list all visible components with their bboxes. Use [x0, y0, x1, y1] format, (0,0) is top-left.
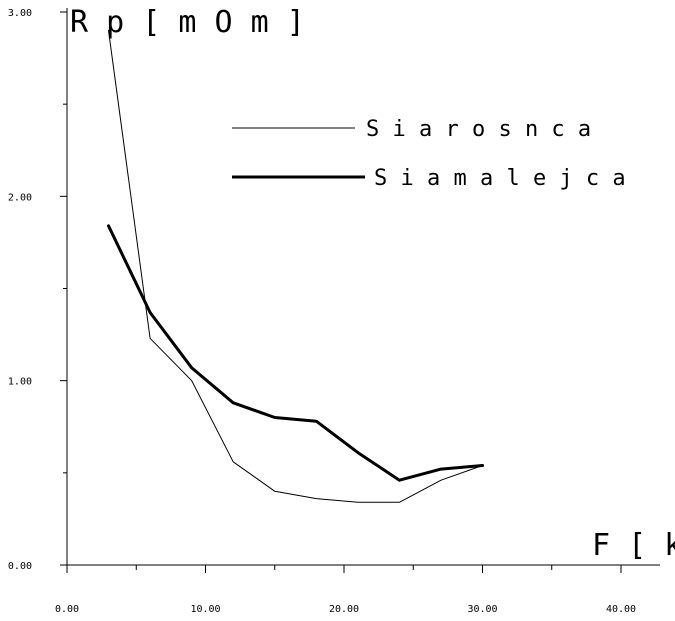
legend: S i a r o s n c a S i a m a l e j c a: [232, 117, 626, 191]
y-tick-label: 3.00: [8, 8, 32, 19]
x-axis-title: F [ k g ]: [592, 528, 675, 563]
x-tick-label: 0.00: [55, 604, 79, 615]
y-tick-label: 0.00: [8, 561, 32, 572]
series-line-2: [107, 224, 484, 482]
x-tick-label: 30.00: [467, 604, 497, 615]
x-tick-label: 10.00: [190, 604, 220, 615]
series-group: [107, 29, 484, 503]
y-tick-label: 2.00: [8, 192, 32, 203]
legend-label-1: S i a r o s n c a: [366, 117, 591, 142]
axes: 0.00 10.00 20.00 30.00 40.00 0.00 1.00 2.00 3.00: [8, 8, 660, 615]
x-tick-label: 40.00: [606, 604, 636, 615]
legend-label-2: S i a m a l e j c a: [374, 166, 626, 191]
series-line-1: [108, 29, 483, 503]
x-tick-label: 20.00: [329, 604, 359, 615]
y-tick-label: 1.00: [8, 377, 32, 388]
y-axis-title: R p [ m O m ]: [70, 5, 305, 40]
